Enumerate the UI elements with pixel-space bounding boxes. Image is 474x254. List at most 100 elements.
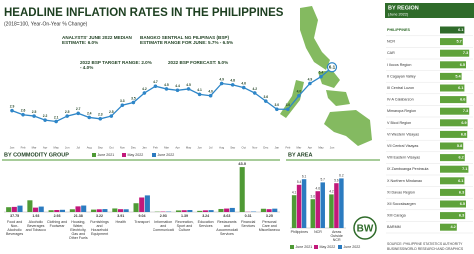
point	[308, 81, 312, 86]
y-tick-label: Mimaropa Region	[387, 109, 416, 113]
y-tick-label: II Cagayan Valley	[387, 74, 416, 78]
value-label: 2.9	[10, 105, 15, 109]
x-tick-label: Sep	[98, 146, 103, 150]
bar	[440, 223, 457, 231]
value-label: 4.1	[197, 88, 202, 92]
x-tick-label: Nov	[252, 146, 258, 150]
value-label: 5.8	[457, 144, 462, 148]
legend-label: May 2022	[128, 153, 144, 157]
value-label: 4.0	[297, 90, 302, 94]
bar	[218, 208, 224, 212]
x-tick-label: Mar	[32, 146, 37, 150]
bar	[11, 206, 17, 212]
bar	[440, 96, 467, 104]
point	[252, 91, 257, 95]
bar	[440, 142, 464, 150]
point	[297, 93, 301, 98]
weight-label: 3.25	[266, 214, 273, 218]
panel-subtitle: (June 2022)	[388, 13, 409, 17]
value-label: 5.4	[455, 74, 461, 78]
point	[54, 119, 58, 124]
bar	[260, 208, 266, 212]
x-tick-label: Jan	[142, 146, 147, 150]
value-label: 4.2	[329, 190, 334, 194]
y-tick-label: XIII Caraga	[387, 214, 407, 218]
x-tick-label: Jul	[76, 146, 80, 150]
bar	[320, 182, 325, 228]
y-tick-label: NCR	[387, 40, 395, 44]
bar	[329, 194, 334, 228]
x-tick-label: Housing, Water, Electricity, Gas and Oth…	[68, 220, 88, 240]
value-label: 3.6	[263, 95, 268, 99]
value-label: 2.7	[76, 107, 81, 111]
x-tick-label: Sep	[230, 146, 235, 150]
x-tick-label: May	[53, 146, 59, 150]
value-label: 3.6	[311, 195, 316, 199]
bar	[59, 209, 66, 212]
bar	[33, 207, 39, 212]
source: SOURCE: PHILIPPINE STATISTICS AUTHORITY	[387, 242, 463, 246]
y-tick-label: VII Central Visayas	[387, 144, 418, 148]
value-label: 4.4	[175, 84, 180, 88]
point	[197, 92, 202, 97]
value-label: 5.6	[334, 179, 339, 183]
bar	[301, 179, 307, 228]
value-label: 6.2	[459, 156, 464, 160]
point	[286, 107, 290, 112]
x-tick-label: Furnishings and Household Equipment	[90, 220, 109, 236]
bar	[117, 209, 124, 212]
legend-label: June 2021	[98, 153, 115, 157]
value-label: 4.9	[308, 77, 313, 81]
legend-swatch	[152, 153, 156, 157]
bar	[69, 209, 75, 212]
value-label: 2.4	[87, 111, 92, 115]
value-label: 4.5	[186, 83, 191, 87]
weight-label: 21.38	[74, 214, 83, 218]
bar	[440, 61, 466, 69]
value-label: 4.0	[208, 90, 213, 94]
point	[109, 114, 114, 118]
x-tick-label: Alcoholic Beverages and Tobacco	[25, 220, 46, 232]
bar	[81, 205, 87, 212]
value-label: 3.0	[275, 103, 280, 107]
bar	[440, 188, 466, 196]
x-tick-label: Apr	[308, 146, 312, 150]
panel-title: BY AREA	[288, 152, 312, 158]
x-tick-label: Oct	[242, 146, 247, 150]
bar	[123, 209, 129, 212]
point	[142, 91, 147, 95]
x-tick-label: Feb	[285, 146, 290, 150]
x-tick-label: Oct	[109, 146, 114, 150]
annotation: BANGKO SENTRAL NG PILIPINAS (BSP) ESTIMA…	[140, 35, 234, 46]
logo: BW	[357, 224, 374, 235]
x-tick-label: Feb	[153, 146, 158, 150]
x-tick-label: Feb	[21, 146, 26, 150]
value-label: 43.0	[238, 161, 247, 166]
bar	[440, 165, 469, 173]
point	[263, 99, 268, 103]
value-label: 6.8	[461, 132, 466, 136]
panel-title: BY COMMODITY GROUP	[4, 152, 69, 158]
value-label: 2.3	[98, 113, 103, 117]
bar	[112, 208, 118, 212]
value-label: 4.9	[219, 77, 224, 81]
y-tick-label: V Bicol Region	[387, 121, 411, 125]
bar	[91, 209, 97, 212]
x-tick-label: Recreation, Sport and Culture	[175, 220, 194, 232]
point	[87, 115, 92, 120]
value-label: 2.5	[32, 110, 37, 114]
value-label: 5.4	[319, 71, 324, 75]
bar	[440, 107, 470, 115]
legend-label: June 2021	[296, 245, 313, 249]
x-tick-label: Areas Outside NCR	[330, 230, 343, 242]
region-header	[385, 3, 474, 18]
point	[32, 114, 36, 118]
bar	[310, 199, 316, 228]
bar	[440, 26, 465, 34]
weight-label: 0.31	[245, 214, 252, 218]
bar	[334, 183, 339, 228]
value-label: 7.3	[463, 109, 468, 113]
annotation: ANALYSTS' JUNE 2022 MEDIAN ESTIMATE: 6.0…	[62, 35, 132, 46]
y-tick-label: VIII Eastern Visayas	[387, 156, 420, 160]
bar	[440, 130, 468, 138]
